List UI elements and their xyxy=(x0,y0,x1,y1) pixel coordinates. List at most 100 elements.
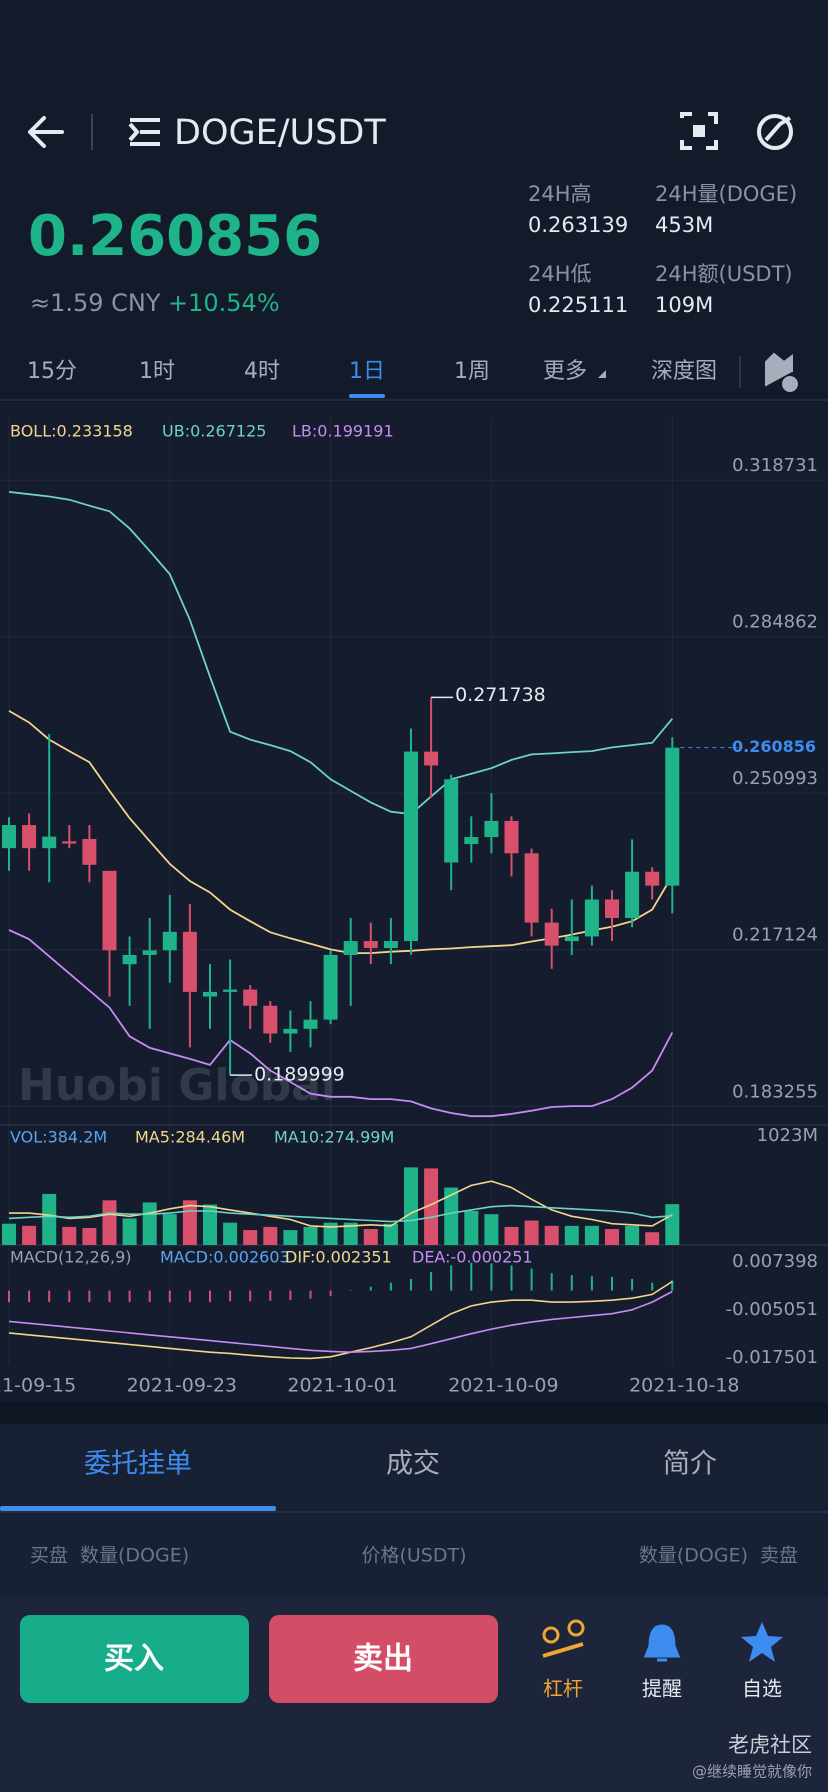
change: +10.54% xyxy=(168,289,280,317)
volume-bar xyxy=(203,1204,217,1245)
tab[interactable]: 简介 xyxy=(663,1449,717,1480)
macd-bar xyxy=(68,1290,71,1303)
volume-bar xyxy=(504,1226,519,1245)
y-tick-label: 0.007398 xyxy=(732,1251,818,1272)
favorite-icon[interactable] xyxy=(741,1622,783,1662)
volume-bar xyxy=(22,1225,37,1245)
stat-value: 109M xyxy=(655,293,713,317)
alert-icon[interactable] xyxy=(643,1624,681,1662)
candle-body xyxy=(444,779,459,863)
indicator-line xyxy=(8,1204,673,1223)
indicator-line xyxy=(8,1290,673,1354)
band xyxy=(0,1402,828,1424)
macd-bar xyxy=(410,1278,412,1291)
tab[interactable]: 成交 xyxy=(386,1449,440,1480)
buy-button[interactable] xyxy=(20,1615,249,1703)
back-button[interactable] xyxy=(28,116,64,148)
candle-body xyxy=(584,899,599,937)
candle-body xyxy=(122,954,137,965)
action-label[interactable]: 杠杆 xyxy=(543,1677,583,1701)
volume-bar xyxy=(383,1223,398,1245)
last-price-label: 0.260856 xyxy=(732,737,816,756)
candle-body xyxy=(605,899,619,918)
candle-body xyxy=(42,836,57,849)
sell-button[interactable] xyxy=(269,1615,498,1703)
macd-bar xyxy=(550,1273,553,1291)
y-tick-label: 0.318731 xyxy=(732,455,818,476)
y-tick-label: -0.005051 xyxy=(726,1299,818,1320)
low-annotation: 0.189999 xyxy=(254,1064,345,1086)
volume-bar xyxy=(464,1210,479,1245)
candle-body xyxy=(142,950,157,955)
volume-bar xyxy=(524,1220,539,1245)
interval-tab[interactable]: 1周 xyxy=(454,359,490,384)
actions: 杠杆 提醒 自选 xyxy=(543,1677,782,1701)
macd-bar xyxy=(289,1290,292,1301)
macd-bar xyxy=(450,1265,453,1291)
legend-item: MA10:274.99M xyxy=(274,1128,394,1147)
candle-body xyxy=(665,747,680,886)
volume-bar xyxy=(142,1202,157,1245)
cny-price: ≈1.59 CNY xyxy=(30,289,161,317)
indicator-line xyxy=(9,1180,673,1228)
interval-tab[interactable]: 更多 xyxy=(543,359,587,384)
volume-bar xyxy=(584,1225,599,1245)
macd-bar xyxy=(349,1290,352,1292)
interval-underline xyxy=(349,394,385,398)
stat-value: 0.263139 xyxy=(528,213,628,237)
candle-body xyxy=(283,1028,298,1034)
candle-body xyxy=(504,820,519,854)
macd-bar xyxy=(88,1290,91,1303)
candle-body xyxy=(343,941,358,955)
volume-bar xyxy=(645,1232,660,1245)
volume-bar xyxy=(2,1223,16,1245)
macd-bar xyxy=(590,1276,593,1291)
action-label[interactable]: 自选 xyxy=(742,1677,782,1701)
volume-bar xyxy=(424,1168,439,1245)
last-price: 0.260856 xyxy=(28,204,322,269)
legend-item: MACD:0.002603 xyxy=(160,1248,290,1267)
chart-icon[interactable] xyxy=(757,114,793,150)
interval-tab[interactable]: 1时 xyxy=(139,359,175,384)
volume-bar xyxy=(102,1200,117,1245)
more-caret xyxy=(598,370,606,378)
volume-bar xyxy=(363,1229,378,1245)
macd-bar xyxy=(570,1275,573,1291)
indicator-line xyxy=(8,491,673,815)
settings-icon[interactable] xyxy=(765,352,799,392)
macd-bar xyxy=(188,1290,191,1303)
candle-body xyxy=(464,837,479,845)
menu-icon[interactable] xyxy=(128,118,160,146)
macd-bar xyxy=(611,1277,613,1291)
action-label[interactable]: 提醒 xyxy=(642,1677,682,1701)
stat-label: 24H高 xyxy=(528,182,592,206)
candle-body xyxy=(363,941,378,948)
volume-bar xyxy=(404,1167,418,1245)
tab[interactable]: 委托挂单 xyxy=(84,1449,192,1480)
candle-body xyxy=(62,841,77,844)
legend-item: MA5:284.46M xyxy=(135,1128,245,1147)
macd-bar xyxy=(329,1290,332,1296)
leverage-icon[interactable] xyxy=(542,1619,585,1658)
y-tick-label: 0.183255 xyxy=(732,1081,818,1102)
candle-body xyxy=(203,991,217,997)
legend-item: DEA:-0.000251 xyxy=(412,1248,533,1267)
candle-body xyxy=(404,751,418,942)
macd-bar xyxy=(249,1290,252,1302)
legend-item: LB:0.199191 xyxy=(292,422,394,441)
scan-icon[interactable] xyxy=(680,112,718,150)
interval-tab[interactable]: 1日 xyxy=(349,359,385,384)
macd-bar xyxy=(369,1286,372,1291)
x-tick-label: 2021-10-18 xyxy=(629,1375,739,1397)
interval-tab[interactable]: 15分 xyxy=(27,359,77,384)
candle-body xyxy=(383,941,398,948)
interval-tab[interactable]: 深度图 xyxy=(651,359,717,384)
candle-body xyxy=(223,989,238,992)
macd-bar xyxy=(651,1282,654,1291)
macd-bar xyxy=(269,1290,272,1301)
candle-body xyxy=(2,825,16,849)
candle-body xyxy=(484,820,499,838)
macd-bar xyxy=(209,1290,211,1303)
interval-tab[interactable]: 4时 xyxy=(244,359,280,384)
volume-bar xyxy=(544,1225,559,1245)
